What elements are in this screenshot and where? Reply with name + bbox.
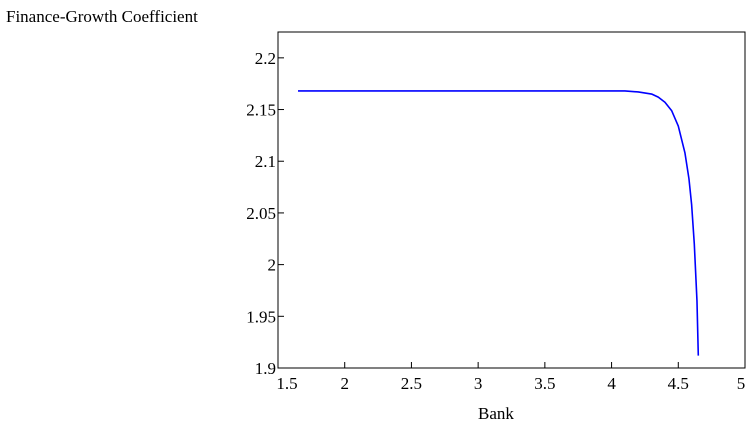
x-tick-label: 4: [607, 374, 616, 393]
y-axis-title: Finance-Growth Coefficient: [6, 7, 198, 26]
series-group: [298, 91, 698, 356]
x-tick-label: 3.5: [534, 374, 555, 393]
x-tick-label: 3: [474, 374, 483, 393]
plot-frame: [278, 32, 745, 368]
series-line: [298, 91, 698, 356]
x-tick-label: 1.5: [276, 374, 297, 393]
x-tick-label: 5: [737, 374, 746, 393]
x-axis-title: Bank: [478, 404, 514, 423]
y-tick-label: 2: [268, 256, 277, 275]
y-tick-label: 2.2: [255, 49, 276, 68]
x-ticks: 1.5 2 2.5 3 3.5 4 4.5 5: [276, 362, 745, 393]
x-tick-label: 4.5: [668, 374, 689, 393]
y-tick-label: 2.05: [246, 204, 276, 223]
y-tick-label: 1.95: [246, 307, 276, 326]
y-tick-label: 2.15: [246, 101, 276, 120]
y-tick-label: 2.1: [255, 152, 276, 171]
y-tick-label: 1.9: [255, 359, 276, 378]
x-tick-label: 2.5: [401, 374, 422, 393]
x-tick-label: 2: [340, 374, 349, 393]
